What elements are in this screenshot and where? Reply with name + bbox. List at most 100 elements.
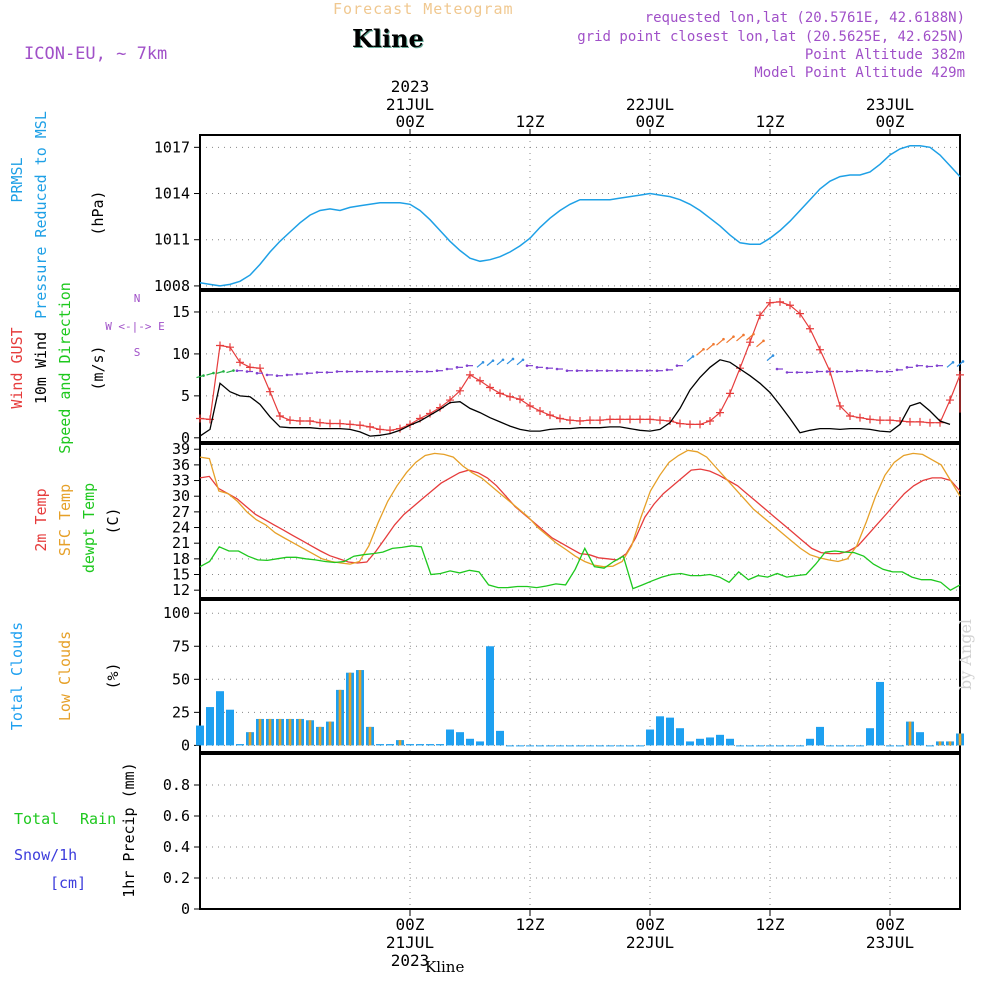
wind-arrow-head	[825, 370, 829, 373]
total-cloud-bar	[646, 729, 654, 746]
total-cloud-bar	[836, 745, 844, 747]
total-cloud-bar	[776, 745, 784, 747]
wind-arrow-head	[935, 364, 939, 367]
low-cloud-bar	[948, 741, 952, 746]
total-cloud-bar	[656, 716, 664, 746]
wind-arrow-head	[752, 332, 755, 336]
gust-marker	[866, 415, 874, 424]
ytick-label-temp: 30	[172, 487, 190, 505]
date-label-bottom: 22JUL	[626, 933, 674, 952]
temp-label-sfc: SFC Temp	[56, 484, 74, 556]
gust-marker	[476, 376, 484, 385]
total-cloud-bar	[846, 745, 854, 747]
total-cloud-bar	[406, 744, 414, 746]
precip-label-total: Total	[14, 810, 59, 828]
total-cloud-bar	[636, 745, 644, 747]
gust-marker	[316, 418, 324, 427]
ytick-label-precip: 0	[181, 900, 190, 918]
total-cloud-bar	[596, 745, 604, 747]
total-cloud-bar	[546, 745, 554, 747]
wind-arrow-head	[455, 366, 459, 369]
wind-arrow-head	[435, 369, 439, 372]
low-cloud-bar	[368, 726, 372, 746]
gust-marker	[886, 416, 894, 425]
wind-arrow-head	[385, 370, 389, 373]
total-cloud-bar	[536, 745, 544, 747]
wind-arrow-head	[615, 369, 619, 372]
gust-marker	[346, 420, 354, 429]
gust-marker	[746, 338, 754, 347]
compass-s: S	[134, 346, 141, 359]
wind-arrow-head	[785, 371, 789, 374]
wind-arrow-head	[691, 355, 695, 358]
gust-marker	[496, 389, 504, 398]
total-cloud-bar	[736, 745, 744, 747]
wind-arrow-head	[511, 357, 515, 361]
ytick-label-clouds: 75	[172, 637, 190, 655]
gust-marker	[716, 408, 724, 417]
total-cloud-bar	[766, 745, 774, 747]
gust-line	[199, 301, 961, 431]
gust-marker	[516, 395, 524, 404]
total-cloud-bar	[866, 728, 874, 746]
gust-marker	[356, 421, 364, 430]
gust-marker	[526, 401, 534, 410]
ytick-label-temp: 12	[172, 581, 190, 599]
wind-arrow-head	[212, 371, 215, 375]
wind-arrow-head	[625, 369, 629, 372]
wind-arrow	[736, 334, 744, 342]
ytick-label-clouds: 25	[172, 703, 190, 721]
cloud-label-total: Total Clouds	[8, 622, 26, 730]
wind-arrow-head	[845, 370, 849, 373]
total-cloud-bar	[566, 745, 574, 747]
gust-marker	[786, 301, 794, 310]
wind-arrow-head	[805, 371, 809, 374]
total-cloud-bar	[706, 737, 714, 746]
total-cloud-bar	[686, 741, 694, 746]
gust-marker	[736, 364, 744, 373]
gust-marker	[226, 343, 234, 352]
temp-label-dewpt: dewpt Temp	[80, 483, 98, 573]
gust-marker	[296, 417, 304, 426]
total-cloud-bar	[516, 745, 524, 747]
total-cloud-bar	[786, 745, 794, 747]
dewpt-line	[199, 545, 961, 591]
wind-arrow-head	[565, 369, 569, 372]
gust-marker	[236, 358, 244, 367]
total-cloud-bar	[386, 744, 394, 746]
ytick-label-wind: 5	[181, 387, 190, 405]
wind-arrow-head	[732, 335, 735, 338]
pressure-line	[199, 145, 961, 287]
time-label-bottom: 00Z	[396, 915, 425, 934]
gust-marker	[266, 387, 274, 396]
gust-marker	[216, 341, 224, 350]
gust-marker	[756, 311, 764, 320]
total-cloud-bar	[606, 745, 614, 747]
gust-marker	[286, 416, 294, 425]
wind-arrow	[476, 361, 484, 368]
ytick-label-precip: 0.4	[163, 838, 190, 856]
total-cloud-bar	[626, 745, 634, 747]
gust-marker	[456, 386, 464, 395]
pressure-label-prmsl: PRMSL	[8, 157, 26, 202]
low-cloud-bar	[328, 721, 332, 746]
total-cloud-bar	[816, 726, 824, 746]
gust-marker	[616, 415, 624, 424]
total-cloud-bar	[576, 745, 584, 747]
wind-arrow-head	[585, 369, 589, 372]
total-cloud-bar	[806, 738, 814, 746]
gust-marker	[536, 406, 544, 415]
gust-marker	[726, 389, 734, 398]
ytick-label-temp: 15	[172, 566, 190, 584]
gust-marker	[816, 345, 824, 354]
total-cloud-bar	[886, 745, 894, 747]
total-cloud-bar	[216, 691, 224, 746]
wind-arrow	[516, 359, 524, 366]
gust-marker	[656, 416, 664, 425]
wind-arrow-head	[245, 370, 249, 373]
gust-marker	[916, 417, 924, 426]
gust-marker	[846, 411, 854, 420]
footer-location: Kline	[425, 958, 465, 976]
wind-arrow-head	[575, 369, 579, 372]
gust-marker	[646, 415, 654, 424]
